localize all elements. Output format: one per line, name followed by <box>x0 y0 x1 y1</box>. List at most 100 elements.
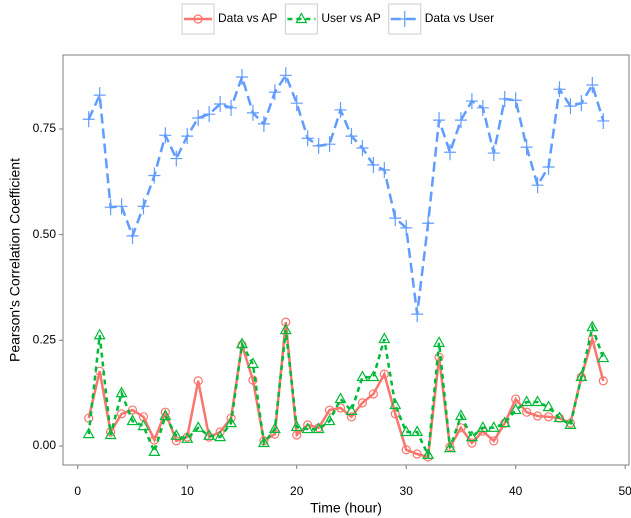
point <box>433 112 446 129</box>
point <box>148 445 161 456</box>
x-tick-label: 40 <box>509 484 523 498</box>
point <box>532 411 543 421</box>
point <box>192 421 205 432</box>
point <box>290 95 303 112</box>
point <box>235 337 249 349</box>
point <box>214 96 227 113</box>
point <box>248 375 258 385</box>
point <box>148 167 161 184</box>
point <box>346 412 357 422</box>
point <box>334 101 347 118</box>
point <box>246 357 259 369</box>
point <box>489 436 499 446</box>
point <box>498 90 511 107</box>
point <box>356 370 369 382</box>
point <box>400 219 413 236</box>
point <box>268 84 281 101</box>
point <box>279 67 292 84</box>
x-tick-label: 0 <box>74 484 81 498</box>
point <box>368 389 378 399</box>
point <box>104 428 117 440</box>
x-axis-title: Time (hour) <box>310 500 382 516</box>
point <box>367 156 380 173</box>
series-line <box>87 72 605 315</box>
point <box>509 92 522 109</box>
y-axis-title: Pearson's Correlation Coefficient <box>7 158 23 362</box>
point <box>564 418 577 429</box>
x-tick-label: 20 <box>290 484 304 498</box>
point <box>433 336 446 347</box>
point <box>598 376 608 386</box>
point <box>465 93 478 110</box>
point <box>597 351 610 363</box>
point <box>301 422 314 434</box>
point <box>345 404 358 415</box>
point <box>193 376 203 386</box>
point <box>82 427 95 439</box>
point <box>412 449 422 459</box>
plot-panel <box>62 54 630 466</box>
point <box>246 104 259 121</box>
point <box>389 398 402 410</box>
point <box>104 199 117 216</box>
point <box>422 215 435 232</box>
point <box>323 136 336 153</box>
legend-marker <box>398 11 411 27</box>
point <box>553 81 566 98</box>
point <box>465 430 478 442</box>
point <box>586 320 599 332</box>
point <box>160 407 170 417</box>
point <box>192 109 205 126</box>
point <box>137 198 150 215</box>
point <box>203 106 216 123</box>
point <box>137 419 150 431</box>
point <box>357 398 368 408</box>
legend-label: User vs AP <box>321 11 380 25</box>
point <box>454 112 467 129</box>
y-tick-label: 0.50 <box>33 227 57 241</box>
point <box>575 95 588 112</box>
legend-label: Data vs AP <box>218 11 277 25</box>
point <box>82 111 95 128</box>
point <box>443 441 457 453</box>
point <box>564 98 577 115</box>
point <box>531 177 544 194</box>
x-tick-label: 10 <box>181 484 195 498</box>
point <box>542 159 555 176</box>
point <box>522 407 532 417</box>
point <box>281 317 291 327</box>
point <box>487 145 500 162</box>
point <box>170 150 183 167</box>
y-tick-label: 0.00 <box>33 438 57 452</box>
point <box>401 445 411 455</box>
y-tick-label: 0.25 <box>33 332 57 346</box>
legend-label: Data vs User <box>425 11 494 25</box>
point <box>378 332 391 344</box>
point <box>312 422 325 434</box>
point <box>586 77 599 94</box>
point <box>225 416 238 428</box>
point <box>214 430 227 442</box>
point <box>170 429 183 440</box>
point <box>356 139 369 156</box>
point <box>543 412 554 422</box>
point <box>126 227 139 244</box>
point <box>575 370 588 382</box>
point <box>93 87 106 104</box>
point <box>257 436 270 448</box>
y-tick-label: 0.75 <box>33 121 57 135</box>
point <box>454 409 467 421</box>
point <box>126 414 139 426</box>
point <box>476 421 489 432</box>
point <box>116 409 127 419</box>
point <box>159 127 172 144</box>
point <box>84 413 94 423</box>
point <box>422 448 435 459</box>
point <box>553 411 566 423</box>
point <box>279 323 292 335</box>
point <box>597 112 610 129</box>
point <box>335 403 346 413</box>
point <box>389 210 402 227</box>
point <box>367 370 380 382</box>
